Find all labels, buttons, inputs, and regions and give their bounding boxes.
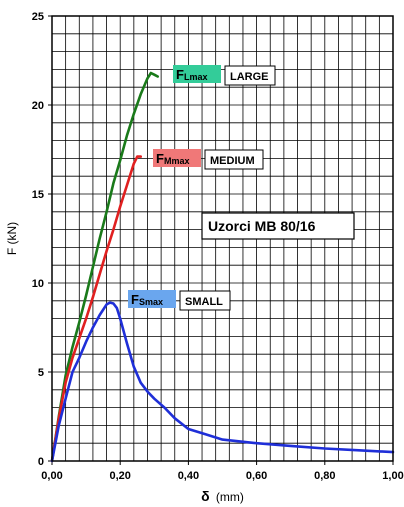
y-tick-label: 15 <box>32 189 44 201</box>
x-axis-symbol: δ <box>201 488 210 504</box>
x-tick-label: 0,60 <box>246 470 267 482</box>
annotation-large-symbol: FLmax <box>176 67 207 82</box>
annotation-small-box <box>179 290 231 311</box>
y-tick-label: 5 <box>38 367 44 379</box>
y-tick-label: 20 <box>32 100 44 112</box>
annotation-medium: FMmax MEDIUM <box>153 149 264 170</box>
y-tick-label: 10 <box>32 278 44 290</box>
y-axis-title: F (kN) <box>5 222 19 255</box>
annotation-medium-symbol: FMmax <box>156 151 189 166</box>
tick-labels: 0,00 0,20 0,40 0,60 0,80 1,00 0 5 10 15 20 25 <box>32 11 404 482</box>
x-axis-title: δ (mm) <box>201 488 244 504</box>
plot-area-border <box>51 15 394 462</box>
x-tick-label: 0,80 <box>314 470 335 482</box>
y-tick-label: 0 <box>38 456 44 468</box>
series-line-large <box>50 71 159 463</box>
series-layer <box>50 71 395 463</box>
series-line-medium <box>50 155 142 463</box>
annotation-large-label: LARGE <box>230 71 269 83</box>
x-tick-label: 0,00 <box>41 470 62 482</box>
annotation-large-swatch <box>173 65 221 83</box>
annotation-small-label: SMALL <box>185 296 223 308</box>
x-tick-label: 0,40 <box>178 470 199 482</box>
annotation-small-symbol: FSmax <box>131 292 163 307</box>
x-tick-label: 0,20 <box>109 470 130 482</box>
chart-title-box: Uzorci MB 80/16 <box>201 212 355 240</box>
y-tick-label: 25 <box>32 11 44 23</box>
x-tick-label: 1,00 <box>382 470 403 482</box>
annotation-medium-label: MEDIUM <box>210 155 255 167</box>
annotation-medium-swatch <box>153 149 201 167</box>
x-axis-unit: (mm) <box>216 490 244 504</box>
annotation-large-box <box>224 65 276 86</box>
annotation-large: FLmax LARGE <box>173 65 276 86</box>
series-line-small <box>50 301 395 463</box>
annotation-medium-box <box>204 149 264 170</box>
annotation-small: FSmax SMALL <box>128 290 231 311</box>
annotation-small-swatch <box>128 290 176 308</box>
chart-title: Uzorci MB 80/16 <box>208 218 316 234</box>
